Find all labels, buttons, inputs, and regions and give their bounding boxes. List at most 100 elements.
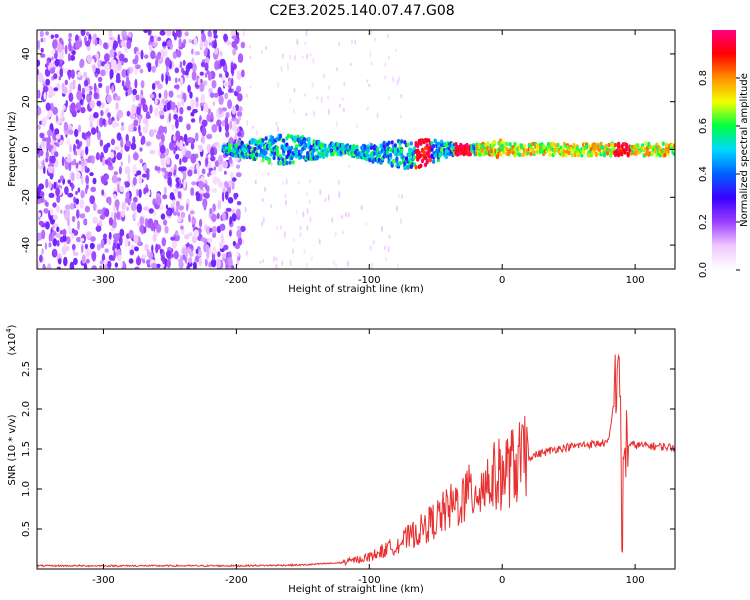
heatmap-cell [202,198,208,208]
heatmap-cell [132,176,137,186]
heatmap-cell [37,106,42,116]
heatmap-cell [296,38,299,46]
heatmap-cell [92,34,95,45]
heatmap-cell [40,141,46,149]
heatmap-cell [159,144,166,154]
heatmap-cell [173,84,180,90]
heatmap-cell [187,62,193,70]
heatmap-cell [83,262,88,269]
heatmap-cell [163,219,168,226]
heatmap-cell [338,42,340,46]
heatmap-cell [89,100,96,109]
heatmap-cell [223,33,228,42]
heatmap-cell [141,225,144,235]
spectrogram-x-tick-label: -300 [92,275,115,286]
heatmap-cell [67,53,71,62]
heatmap-cell [236,70,242,81]
heatmap-cell [307,137,311,142]
heatmap-cell [261,197,264,203]
heatmap-cell [286,134,291,139]
heatmap-cell [180,211,186,219]
heatmap-cell [153,34,158,44]
colorbar-tick-label: 0.0 [698,262,709,278]
heatmap-cell [363,144,367,149]
heatmap-cell [204,192,210,199]
heatmap-cell [305,192,308,197]
heatmap-cell [50,155,56,164]
heatmap-cell [212,245,216,255]
heatmap-cell [286,62,289,68]
heatmap-cell [204,62,209,71]
heatmap-cell [255,130,258,136]
heatmap-cell [103,42,108,49]
heatmap-cell [113,171,118,176]
heatmap-cell [198,189,205,194]
heatmap-cell [49,102,54,112]
heatmap-cell [56,205,60,213]
heatmap-cell [282,181,284,186]
heatmap-cell [248,45,251,49]
heatmap-cell [53,73,58,80]
heatmap-cell [444,154,448,160]
heatmap-cell [287,66,290,71]
heatmap-cell [170,236,176,241]
heatmap-cell [47,166,54,174]
heatmap-cell [71,50,76,56]
heatmap-cell [47,109,52,118]
heatmap-cell [280,145,284,150]
heatmap-cell [672,144,675,149]
heatmap-cell [275,256,278,262]
heatmap-cell [137,222,140,227]
heatmap-cell [102,157,106,167]
heatmap-cell [369,30,372,35]
spectrogram-x-label: Height of straight line (km) [288,284,424,295]
heatmap-cell [236,208,241,218]
heatmap-cell [199,39,204,50]
heatmap-cell [113,250,116,260]
heatmap-cell [648,145,653,150]
heatmap-cell [249,56,252,60]
heatmap-cell [133,234,139,244]
heatmap-cell [122,260,126,269]
heatmap-cell [207,36,213,43]
heatmap-cell [432,159,436,164]
heatmap-cell [218,73,223,78]
heatmap-cell [51,91,56,96]
heatmap-cell [406,142,410,147]
heatmap-cell [73,257,78,265]
heatmap-cell [238,116,241,121]
heatmap-cell [513,153,517,158]
heatmap-cell [92,202,97,212]
heatmap-cell [567,150,571,156]
heatmap-cell [387,140,391,145]
heatmap-cell [189,210,195,215]
heatmap-cell [224,182,230,189]
heatmap-cell [205,244,210,252]
heatmap-cell [91,265,97,269]
heatmap-cell [40,191,45,198]
heatmap-cell [261,50,263,55]
heatmap-cell [159,114,165,120]
heatmap-cell [419,163,423,168]
heatmap-cell [275,149,279,154]
heatmap-cell [309,179,311,183]
heatmap-cell [199,71,204,76]
heatmap-cell [309,216,312,223]
heatmap-cell [376,112,379,119]
heatmap-cell [241,69,245,78]
heatmap-cell [179,107,184,115]
heatmap-cell [135,256,142,266]
heatmap-cell [556,142,560,148]
heatmap-cell [259,260,262,264]
heatmap-cell [81,132,86,139]
heatmap-cell [71,172,75,182]
heatmap-cell [127,240,131,247]
heatmap-cell [366,107,369,111]
heatmap-cell [70,102,76,113]
heatmap-cell [124,237,129,248]
heatmap-cell [327,194,330,202]
heatmap-cell [108,39,114,48]
heatmap-cell [120,40,126,48]
heatmap-cell [235,38,240,43]
heatmap-cell [125,91,128,97]
